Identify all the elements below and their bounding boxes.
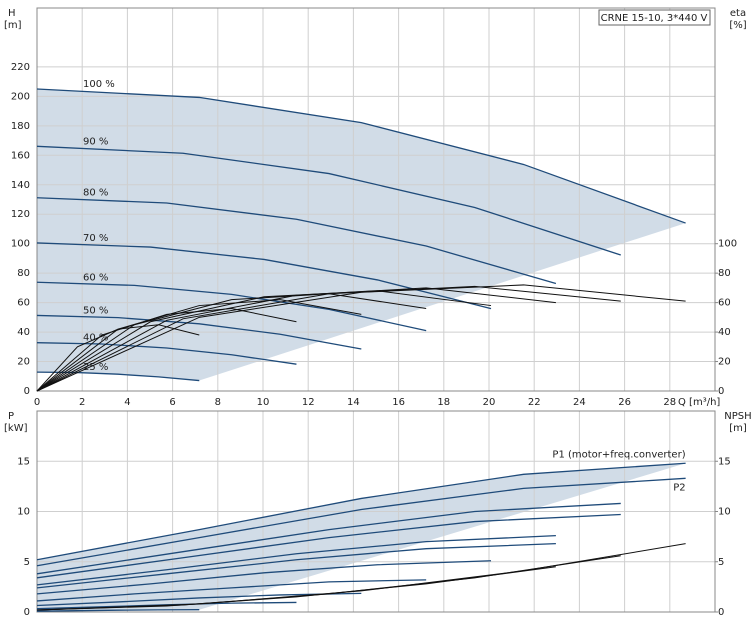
curve [36, 88, 686, 224]
x-axis-label: Q [m³/h] [678, 397, 720, 408]
x-tick-label: 16 [392, 397, 405, 408]
title-box [598, 9, 711, 26]
curve [36, 502, 621, 575]
y-tick-label: 0 [24, 386, 30, 397]
x-tick-label: 18 [437, 397, 450, 408]
y2-tick-label: 40 [718, 327, 731, 338]
curve [36, 513, 621, 579]
x-tick-label: 8 [215, 397, 221, 408]
secondary-curve [36, 293, 427, 392]
y-tick-label: 5 [24, 557, 30, 568]
y-tick-label: 40 [17, 327, 30, 338]
y-tick-label: 60 [17, 298, 30, 309]
plot-frame [36, 7, 716, 392]
y2-tick-label: 80 [718, 268, 731, 279]
y-tick-label: 200 [11, 91, 30, 102]
x-tick-label: 12 [302, 397, 315, 408]
curve-label: 40 % [83, 333, 108, 344]
curve-label: 100 % [83, 79, 115, 90]
curve [36, 609, 200, 612]
curve-label: P1 (motor+freq.converter) [552, 449, 685, 460]
x-tick-label: 26 [618, 397, 631, 408]
curve-label: P2 [673, 482, 685, 493]
y-axis-unit: [m] [4, 20, 22, 31]
curve [36, 342, 297, 365]
y-tick-label: 220 [11, 62, 30, 73]
y-tick-label: 100 [11, 239, 30, 250]
x-tick-label: 2 [79, 397, 85, 408]
x-tick-label: 14 [347, 397, 360, 408]
y-axis-label: H [8, 8, 16, 19]
curve-label: 50 % [83, 305, 108, 316]
y-tick-label: 180 [11, 121, 30, 132]
y2-tick-label: 20 [718, 357, 731, 368]
x-tick-label: 6 [169, 397, 175, 408]
curve [36, 145, 621, 256]
y-tick-label: 80 [17, 268, 30, 279]
y2-axis-label: NPSH [724, 411, 751, 422]
y-tick-label: 160 [11, 150, 30, 161]
y2-tick-label: 60 [718, 298, 731, 309]
y2-axis-label: eta [730, 8, 746, 19]
secondary-curve [36, 308, 297, 392]
x-tick-label: 22 [528, 397, 541, 408]
curve [36, 477, 686, 567]
x-tick-label: 4 [124, 397, 130, 408]
y2-tick-label: 15 [718, 456, 731, 467]
curve [36, 462, 686, 561]
y2-tick-label: 100 [718, 239, 737, 250]
y-tick-label: 140 [11, 180, 30, 191]
y-axis-unit: [kW] [4, 423, 28, 434]
curve-label: 70 % [83, 233, 108, 244]
x-tick-label: 0 [34, 397, 40, 408]
y2-tick-label: 5 [718, 557, 724, 568]
chart-title: CRNE 15-10, 3*440 V [601, 13, 708, 24]
curve [36, 579, 427, 602]
secondary-curve [36, 324, 200, 392]
curve-label: 90 % [83, 136, 108, 147]
x-tick-label: 28 [663, 397, 676, 408]
secondary-curve [36, 566, 556, 611]
curve [36, 560, 492, 595]
y-axis-label: P [8, 411, 14, 422]
operating-area [37, 463, 686, 612]
y2-tick-label: 0 [718, 607, 724, 618]
x-tick-label: 20 [483, 397, 496, 408]
curve-label: 25 % [83, 362, 108, 373]
y-tick-label: 10 [17, 507, 30, 518]
curve [36, 543, 556, 589]
secondary-curve [36, 290, 492, 392]
curve [36, 592, 362, 607]
y2-axis-unit: [%] [729, 20, 746, 31]
y-tick-label: 0 [24, 607, 30, 618]
curve [36, 197, 557, 285]
y-tick-label: 120 [11, 209, 30, 220]
curve-label: 60 % [83, 272, 108, 283]
y2-axis-unit: [m] [729, 423, 747, 434]
y-tick-label: 20 [17, 357, 30, 368]
curve [36, 281, 427, 332]
curve [36, 314, 362, 350]
x-tick-label: 10 [257, 397, 270, 408]
x-tick-label: 24 [573, 397, 586, 408]
curve [36, 534, 556, 586]
secondary-curve [36, 299, 362, 392]
curve-label: 80 % [83, 188, 108, 199]
y2-tick-label: 0 [718, 386, 724, 397]
y2-tick-label: 10 [718, 507, 731, 518]
y-tick-label: 15 [17, 456, 30, 467]
